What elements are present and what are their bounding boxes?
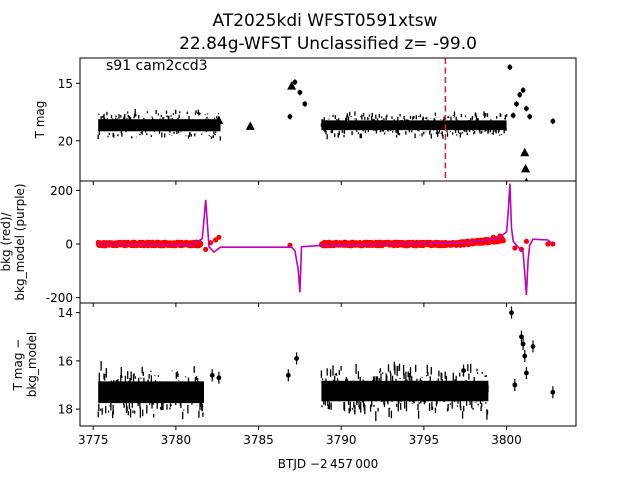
- data-point: [509, 310, 514, 316]
- panel-frame: [79, 302, 577, 427]
- y-axis-label: T mag −bkg_model: [11, 332, 39, 398]
- x-tick-label: 3775: [78, 433, 109, 447]
- y-tick-label: 16: [58, 354, 73, 368]
- y-tick-label: 200: [50, 184, 73, 198]
- panel-tmag: 15 20 T mag s91 cam2ccd3: [33, 57, 577, 185]
- y-tick-label: 14: [58, 306, 73, 320]
- data-point: [530, 344, 536, 349]
- data-band-core: [321, 120, 507, 131]
- x-tick-label: 3785: [243, 433, 274, 447]
- data-point: [216, 375, 222, 381]
- bkg-point: [545, 241, 551, 247]
- data-point: [522, 353, 528, 359]
- data-point: [292, 79, 298, 85]
- plot-area: [95, 183, 556, 296]
- plot-area: [97, 306, 556, 422]
- bkg-point: [216, 234, 222, 240]
- bkg-point: [203, 246, 209, 252]
- upper-limit-triangle: [245, 121, 255, 130]
- y-axis-label-line1: bkg (red)/: [0, 212, 13, 272]
- plot-area: [97, 64, 556, 181]
- upper-limit-triangle: [287, 81, 297, 90]
- bkg-model-line: [98, 183, 554, 296]
- data-point: [524, 370, 529, 376]
- y-tick-label: 18: [58, 403, 73, 417]
- y-axis-label-line2: bkg_model: [25, 332, 39, 398]
- x-axis-label: BTJD −2 457 000: [278, 457, 378, 471]
- y-axis-label-line2: bkg_model (purple): [13, 183, 27, 300]
- x-tick-label: 3780: [161, 433, 192, 447]
- y-axis-label: bkg (red)/bkg_model (purple): [0, 183, 27, 300]
- upper-limit-triangle: [520, 147, 530, 157]
- data-point: [507, 64, 513, 70]
- upper-limit-triangle: [524, 177, 529, 181]
- bkg-point: [512, 245, 518, 251]
- data-point: [519, 334, 524, 340]
- y-tick-label: 20: [58, 134, 73, 148]
- upper-limit-triangle: [214, 115, 224, 125]
- panel-background: -200 0 200 bkg (red)/bkg_model (purple): [0, 180, 577, 307]
- data-point: [517, 92, 523, 98]
- data-point: [527, 114, 533, 120]
- data-point: [510, 113, 516, 118]
- data-point: [294, 356, 299, 361]
- data-point: [512, 382, 518, 388]
- chart-title-line2: 22.84g-WFST Unclassified z= -99.0: [179, 34, 477, 54]
- bkg-point: [523, 238, 530, 244]
- y-tick-label: 15: [58, 77, 73, 91]
- data-point: [461, 368, 466, 373]
- data-point: [302, 101, 308, 107]
- data-point: [285, 372, 291, 378]
- y-axis-label-line1: T mag −: [11, 339, 25, 392]
- data-band-core: [321, 380, 489, 402]
- chart-title-line1: AT2025kdi WFST0591xtsw: [213, 11, 438, 31]
- data-point: [524, 106, 529, 111]
- y-tick-label: 0: [65, 238, 73, 252]
- data-band-core: [98, 119, 221, 132]
- data-point: [514, 101, 519, 107]
- upper-limit-triangle: [521, 163, 531, 173]
- data-point: [550, 389, 556, 395]
- panel-note: s91 cam2ccd3: [106, 58, 208, 74]
- bkg-point: [497, 233, 503, 239]
- data-point: [297, 90, 303, 95]
- data-point: [520, 341, 526, 347]
- x-tick-label: 3800: [491, 433, 522, 447]
- data-point: [520, 87, 526, 93]
- data-point: [287, 114, 293, 120]
- x-tick-label: 3790: [326, 433, 357, 447]
- x-tick-label: 3795: [409, 433, 440, 447]
- y-tick-label: -200: [46, 291, 73, 305]
- data-band-core: [98, 381, 204, 404]
- panel-tmag-minus-bkg: 14 16 18 3775 3780 3785 3790 3795 3800 T mag −bkg…: [11, 302, 577, 447]
- data-point: [209, 372, 215, 378]
- y-axis-label: T mag: [33, 101, 47, 140]
- data-point: [550, 118, 556, 124]
